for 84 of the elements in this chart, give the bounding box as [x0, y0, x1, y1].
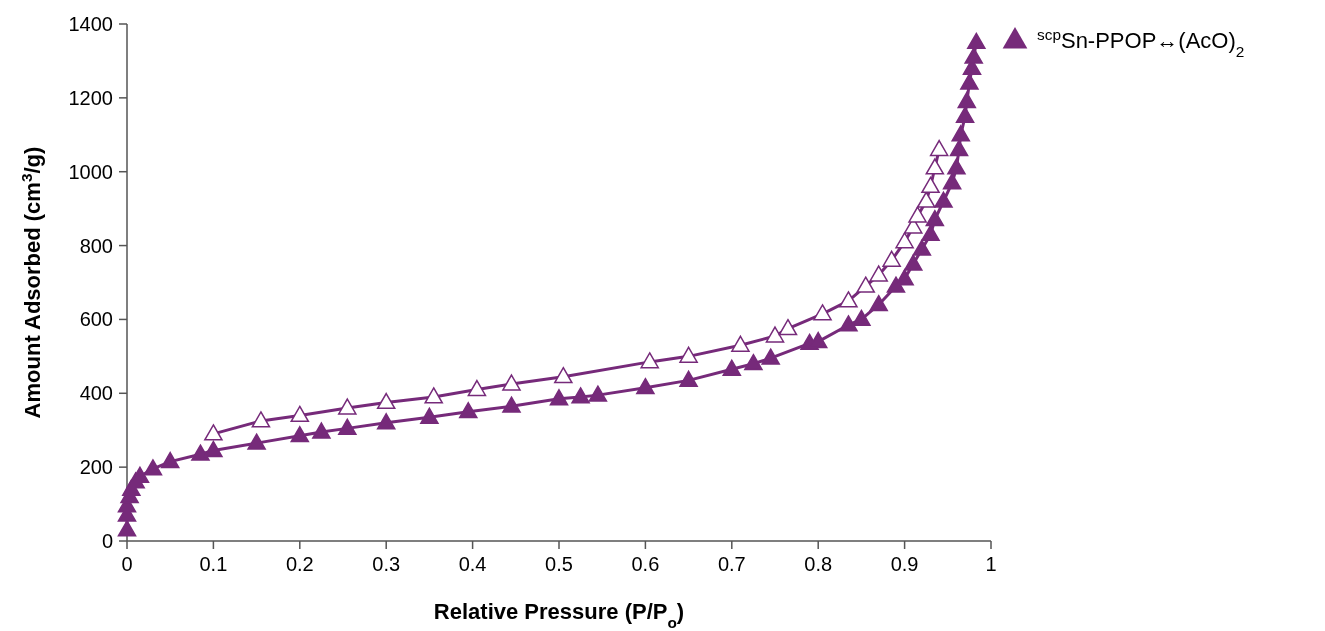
point	[942, 173, 962, 190]
point	[895, 232, 914, 249]
point	[588, 385, 608, 402]
point	[761, 348, 780, 365]
point	[376, 392, 396, 410]
point	[549, 389, 569, 406]
x-tick-label: 0.4	[458, 553, 487, 575]
point	[251, 411, 271, 428]
point	[957, 91, 977, 109]
point	[502, 374, 521, 391]
point	[869, 265, 888, 282]
point	[467, 379, 487, 397]
x-tick-label: 0.3	[372, 553, 401, 575]
x-tick-label: 0.7	[717, 553, 746, 575]
x-tick-label: 0.5	[545, 553, 573, 575]
point	[916, 191, 936, 208]
point	[856, 276, 876, 293]
point	[744, 353, 763, 371]
x-tick-label: 0.8	[804, 553, 833, 575]
point	[290, 405, 310, 423]
point	[908, 206, 927, 223]
point	[424, 387, 444, 404]
point	[722, 359, 742, 376]
point	[839, 315, 858, 332]
point	[882, 250, 901, 267]
point	[502, 396, 521, 413]
point	[951, 125, 971, 142]
point	[955, 106, 975, 123]
y-tick-label: 1400	[68, 13, 113, 35]
point	[376, 413, 396, 430]
point	[925, 209, 945, 227]
point	[312, 422, 331, 439]
x-tick-label: 0	[121, 553, 133, 575]
point	[967, 32, 986, 50]
y-tick-label: 0	[101, 530, 113, 552]
point	[679, 346, 698, 363]
point	[458, 402, 478, 419]
x-axis-title: Relative Pressure (P/P$_{o}$)	[433, 599, 685, 631]
point	[290, 426, 310, 443]
point	[765, 326, 785, 343]
point	[934, 191, 953, 208]
x-tick-label: 0.1	[199, 553, 228, 575]
point	[813, 304, 832, 321]
point	[947, 158, 966, 175]
point	[338, 398, 357, 415]
y-tick-label: 800	[79, 234, 113, 257]
x-tick-label: 0.9	[890, 553, 919, 575]
x-tick-label: 0.2	[285, 553, 314, 575]
y-tick-label: 600	[79, 308, 113, 331]
point	[921, 176, 940, 194]
point	[925, 158, 945, 175]
point	[679, 370, 698, 387]
point	[640, 352, 660, 369]
point	[117, 520, 137, 537]
y-tick-label: 200	[79, 456, 113, 479]
y-tick-label: 1000	[68, 160, 113, 183]
point	[839, 291, 858, 308]
point	[247, 433, 266, 450]
point	[571, 387, 590, 404]
point	[921, 224, 940, 242]
point	[204, 440, 223, 458]
point	[204, 424, 223, 441]
point	[338, 418, 357, 435]
x-tick-label: 1	[985, 553, 997, 575]
point	[960, 73, 979, 90]
y-tick-label: 400	[79, 382, 113, 405]
point	[191, 444, 210, 461]
point	[964, 47, 984, 64]
point	[903, 254, 923, 271]
point	[949, 139, 969, 157]
y-tick-label: 1200	[68, 86, 113, 109]
point	[143, 459, 163, 476]
point	[160, 451, 180, 469]
point	[731, 335, 750, 352]
point	[554, 366, 573, 384]
point	[778, 318, 798, 336]
point	[636, 378, 655, 395]
point	[929, 139, 949, 157]
legend-label: $^{scp}$Sn-PPOP↔(AcO)$_{2}$	[1037, 25, 1245, 60]
point	[420, 407, 439, 424]
x-tick-label: 0.6	[631, 553, 660, 575]
point	[869, 294, 888, 312]
point	[912, 239, 932, 256]
point	[852, 309, 871, 327]
